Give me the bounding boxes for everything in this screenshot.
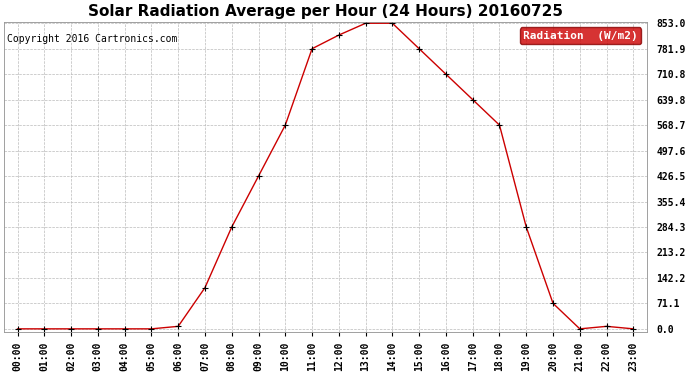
Legend: Radiation  (W/m2): Radiation (W/m2)	[520, 27, 641, 44]
Text: Copyright 2016 Cartronics.com: Copyright 2016 Cartronics.com	[7, 34, 177, 44]
Title: Solar Radiation Average per Hour (24 Hours) 20160725: Solar Radiation Average per Hour (24 Hou…	[88, 4, 563, 19]
